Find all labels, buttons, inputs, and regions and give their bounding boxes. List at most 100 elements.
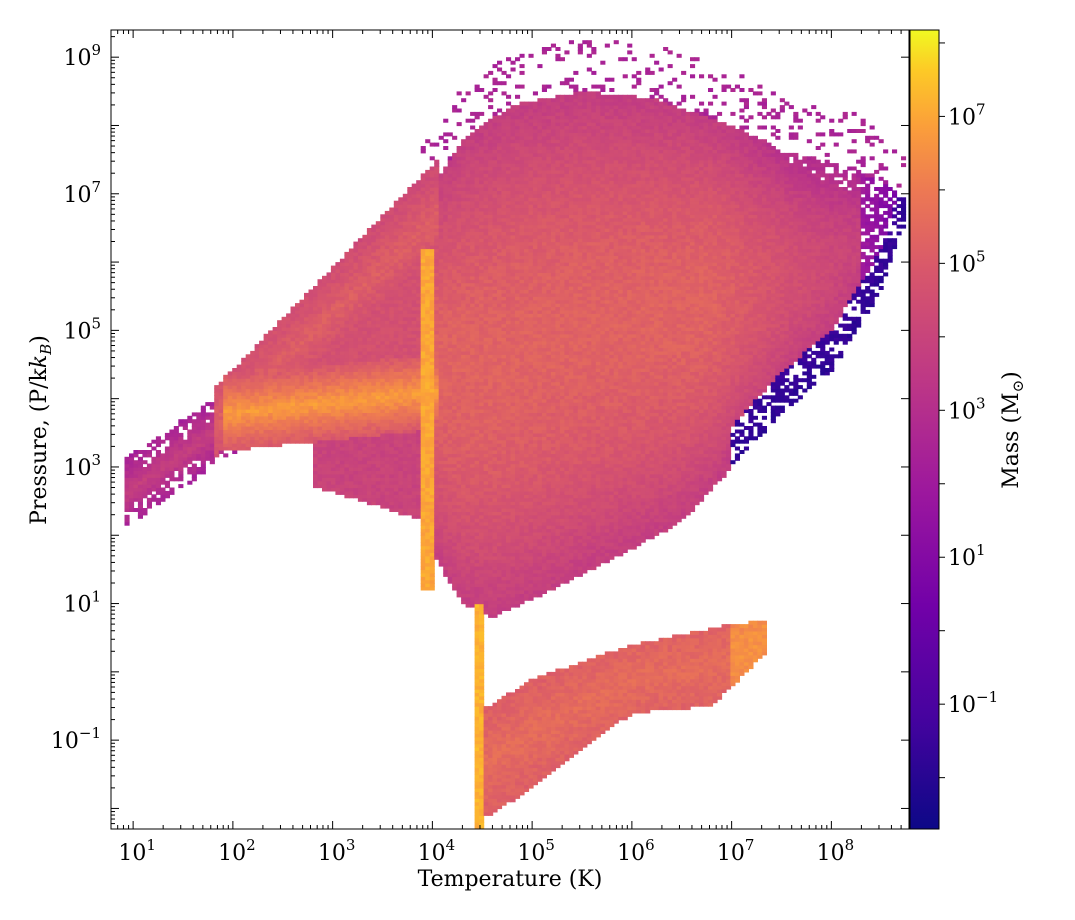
heatmap-cell	[353, 474, 358, 478]
heatmap-cell	[250, 351, 255, 355]
heatmap-cell	[331, 440, 336, 444]
heatmap-cell	[277, 440, 282, 444]
heatmap-cell	[367, 450, 372, 454]
heatmap-cell	[318, 382, 323, 386]
heatmap-cell	[295, 430, 300, 434]
heatmap-cell	[264, 337, 269, 341]
heatmap-cell	[250, 406, 255, 410]
heatmap-cell	[259, 358, 264, 362]
heatmap-cell	[228, 440, 233, 444]
heatmap-cell	[340, 358, 345, 362]
heatmap-cell	[147, 474, 152, 478]
heatmap-cell	[353, 290, 358, 294]
heatmap-cell	[313, 300, 318, 304]
heatmap-cell	[277, 337, 282, 341]
heatmap-cell	[322, 279, 327, 283]
heatmap-cell	[223, 399, 228, 403]
heatmap-cell	[214, 440, 219, 444]
heatmap-cell	[273, 358, 278, 362]
heatmap-cell	[219, 399, 224, 403]
heatmap-cell	[353, 337, 358, 341]
heatmap-cell	[353, 361, 358, 365]
heatmap-cell	[232, 419, 237, 423]
heatmap-cell	[201, 419, 206, 423]
heatmap-cell	[205, 430, 210, 434]
heatmap-cell	[241, 399, 246, 403]
heatmap-cell	[309, 430, 314, 434]
heatmap-cell	[160, 488, 165, 492]
heatmap-cell	[282, 361, 287, 365]
heatmap-cell	[196, 430, 201, 434]
heatmap-cell	[138, 474, 143, 478]
heatmap-cell	[322, 378, 327, 382]
heatmap-cell	[268, 337, 273, 341]
heatmap-cell	[344, 337, 349, 341]
heatmap-cell	[259, 341, 264, 345]
heatmap-cell	[259, 440, 264, 444]
heatmap-cell	[286, 406, 291, 410]
heatmap-cell	[331, 382, 336, 386]
heatmap-cell	[142, 467, 147, 471]
heatmap-cell	[309, 290, 314, 294]
heatmap-cell	[133, 498, 138, 502]
heatmap-cell	[273, 361, 278, 365]
heatmap-cell	[246, 358, 251, 362]
heatmap-cell	[362, 266, 367, 270]
heatmap-cell	[353, 242, 358, 246]
heatmap-cell	[309, 406, 314, 410]
heatmap-cell	[142, 508, 147, 512]
heatmap-cell	[344, 313, 349, 317]
heatmap-cell	[349, 279, 354, 283]
heatmap-cell	[187, 416, 192, 420]
heatmap-cell	[178, 484, 183, 488]
heatmap-cell	[210, 402, 215, 406]
heatmap-cell	[165, 460, 170, 464]
heatmap-cell	[277, 382, 282, 386]
heatmap-cell	[192, 440, 197, 444]
heatmap-cell	[322, 440, 327, 444]
heatmap-cell	[304, 430, 309, 434]
heatmap-cell	[331, 361, 336, 365]
heatmap-cell	[250, 361, 255, 365]
heatmap-cell	[268, 378, 273, 382]
heatmap-cell	[129, 481, 134, 485]
heatmap-cell	[259, 406, 264, 410]
heatmap-cell	[264, 430, 269, 434]
heatmap-cell	[349, 320, 354, 324]
heatmap-cell	[268, 341, 273, 345]
heatmap-cell	[264, 406, 269, 410]
heatmap-cell	[322, 290, 327, 294]
heatmap-cell	[192, 430, 197, 434]
heatmap-cell	[335, 440, 340, 444]
heatmap-cell	[349, 450, 354, 454]
heatmap-cell	[250, 440, 255, 444]
heatmap-cell	[335, 341, 340, 345]
heatmap-cell	[362, 430, 367, 434]
heatmap-cell	[147, 481, 152, 485]
heatmap-cell	[331, 266, 336, 270]
heatmap-cell	[313, 313, 318, 317]
heatmap-cell	[228, 378, 233, 382]
heatmap-cell	[353, 358, 358, 362]
heatmap-cell	[349, 313, 354, 317]
heatmap-cell	[250, 430, 255, 434]
heatmap-cell	[362, 406, 367, 410]
heatmap-cell	[125, 515, 130, 519]
heatmap-cell	[300, 419, 305, 423]
heatmap-cell	[264, 361, 269, 365]
heatmap-cell	[362, 481, 367, 485]
heatmap-cell	[331, 358, 336, 362]
heatmap-cell	[129, 460, 134, 464]
heatmap-cell	[282, 406, 287, 410]
heatmap-cell	[291, 361, 296, 365]
heatmap-cell	[291, 430, 296, 434]
heatmap-cell	[160, 474, 165, 478]
heatmap-cell	[178, 440, 183, 444]
heatmap-cell	[362, 279, 367, 283]
heatmap-cell	[178, 419, 183, 423]
heatmap-cell	[353, 460, 358, 464]
heatmap-cell	[331, 341, 336, 345]
heatmap-cell	[340, 320, 345, 324]
heatmap-cell	[255, 430, 260, 434]
heatmap-cell	[187, 467, 192, 471]
